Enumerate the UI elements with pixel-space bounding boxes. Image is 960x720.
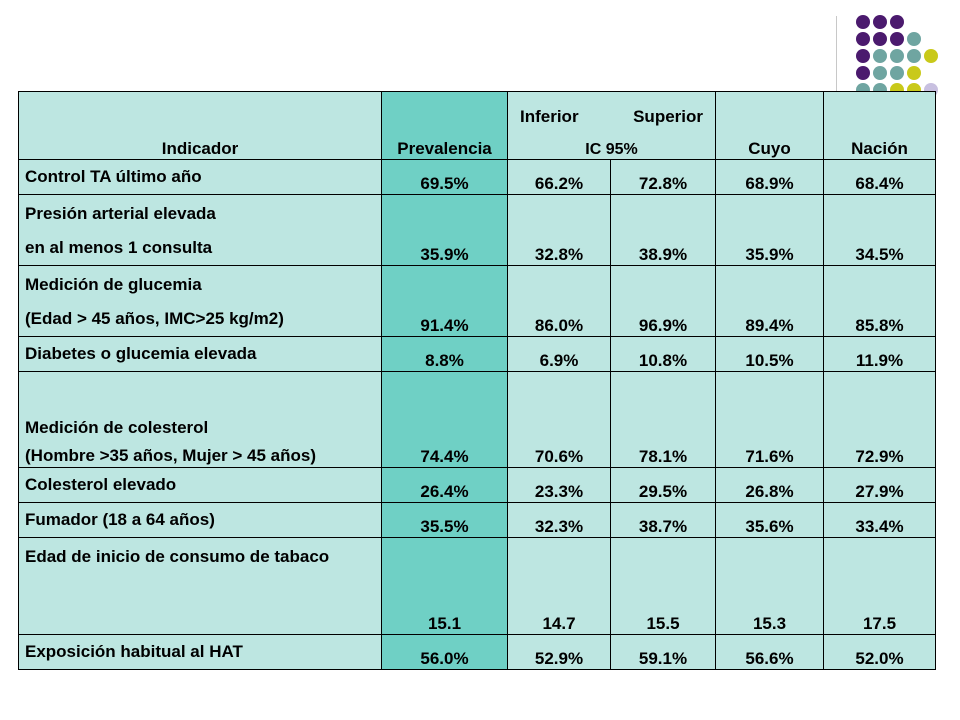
cell-nacion: 52.0% <box>823 634 936 670</box>
header-nacion: Nación <box>823 91 936 160</box>
cell-inferior: 70.6% <box>507 371 611 468</box>
cell-cuyo: 68.9% <box>715 159 824 195</box>
decor-dot <box>907 66 921 80</box>
table-row: Colesterol elevado 26.4% 23.3% 29.5% 26.… <box>18 467 936 503</box>
cell-superior: 72.8% <box>610 159 716 195</box>
cell-cuyo: 89.4% <box>715 265 824 337</box>
cell-superior: 29.5% <box>610 467 716 503</box>
decor-dot <box>907 32 921 46</box>
table-row: Medición de glucemia (Edad > 45 años, IM… <box>18 265 936 337</box>
cell-superior: 38.9% <box>610 194 716 266</box>
decor-dot <box>890 66 904 80</box>
row-label: Presión arterial elevada en al menos 1 c… <box>18 194 382 266</box>
cell-cuyo: 15.3 <box>715 537 824 635</box>
cell-nacion: 34.5% <box>823 194 936 266</box>
decor-dot <box>856 49 870 63</box>
row-label-text: Edad de inicio de consumo de tabaco <box>25 547 330 566</box>
header-superior: Superior <box>633 107 703 126</box>
cell-nacion: 33.4% <box>823 502 936 538</box>
table-header-row: Indicador Prevalencia Inferior Superior … <box>18 91 936 160</box>
decor-dot <box>873 32 887 46</box>
header-ic-label: IC 95% <box>585 141 638 158</box>
cell-cuyo: 26.8% <box>715 467 824 503</box>
cell-inferior: 32.3% <box>507 502 611 538</box>
cell-superior: 59.1% <box>610 634 716 670</box>
row-label-line2: (Edad > 45 años, IMC>25 kg/m2) <box>25 309 284 328</box>
table-row: Medición de colesterol (Hombre >35 años,… <box>18 371 936 468</box>
cell-cuyo: 35.6% <box>715 502 824 538</box>
cell-nacion: 17.5 <box>823 537 936 635</box>
decor-dot <box>907 49 921 63</box>
decor-dot <box>873 66 887 80</box>
cell-nacion: 27.9% <box>823 467 936 503</box>
table-row: Control TA último año 69.5% 66.2% 72.8% … <box>18 159 936 195</box>
decor-dot <box>890 32 904 46</box>
cell-prevalencia: 8.8% <box>381 336 508 372</box>
decor-dot <box>873 15 887 29</box>
row-label: Medición de colesterol (Hombre >35 años,… <box>18 371 382 468</box>
cell-inferior: 6.9% <box>507 336 611 372</box>
cell-nacion: 11.9% <box>823 336 936 372</box>
cell-inferior: 32.8% <box>507 194 611 266</box>
cell-nacion: 72.9% <box>823 371 936 468</box>
cell-cuyo: 35.9% <box>715 194 824 266</box>
cell-prevalencia: 35.9% <box>381 194 508 266</box>
row-label: Diabetes o glucemia elevada <box>18 336 382 372</box>
row-label: Exposición habitual al HAT <box>18 634 382 670</box>
row-label-line1: Medición de glucemia <box>25 275 202 294</box>
row-label: Medición de glucemia (Edad > 45 años, IM… <box>18 265 382 337</box>
decor-dot <box>873 49 887 63</box>
cell-superior: 38.7% <box>610 502 716 538</box>
header-indicador: Indicador <box>18 91 382 160</box>
row-label-line2: (Hombre >35 años, Mujer > 45 años) <box>25 446 316 465</box>
cell-superior: 15.5 <box>610 537 716 635</box>
cell-prevalencia: 69.5% <box>381 159 508 195</box>
cell-superior: 78.1% <box>610 371 716 468</box>
cell-prevalencia: 15.1 <box>381 537 508 635</box>
cell-prevalencia: 74.4% <box>381 371 508 468</box>
row-label-line1: Presión arterial elevada <box>25 204 216 223</box>
cell-cuyo: 71.6% <box>715 371 824 468</box>
cell-cuyo: 56.6% <box>715 634 824 670</box>
decor-dot <box>890 49 904 63</box>
decor-dot <box>890 15 904 29</box>
cell-superior: 10.8% <box>610 336 716 372</box>
table-row: Presión arterial elevada en al menos 1 c… <box>18 194 936 266</box>
cell-nacion: 68.4% <box>823 159 936 195</box>
cell-cuyo: 10.5% <box>715 336 824 372</box>
cell-inferior: 66.2% <box>507 159 611 195</box>
header-inferior: Inferior <box>520 107 579 126</box>
row-label-line2: en al menos 1 consulta <box>25 238 213 257</box>
row-label: Colesterol elevado <box>18 467 382 503</box>
decor-dot <box>856 66 870 80</box>
table-row: Fumador (18 a 64 años) 35.5% 32.3% 38.7%… <box>18 502 936 538</box>
decor-dot <box>924 49 938 63</box>
cell-inferior: 23.3% <box>507 467 611 503</box>
table-row: Edad de inicio de consumo de tabaco 15.1… <box>18 537 936 635</box>
cell-superior: 96.9% <box>610 265 716 337</box>
header-cuyo: Cuyo <box>715 91 824 160</box>
cell-inferior: 86.0% <box>507 265 611 337</box>
row-label-line1: Medición de colesterol <box>25 418 209 437</box>
decorative-dot-pattern <box>0 0 960 100</box>
cell-prevalencia: 91.4% <box>381 265 508 337</box>
table-row: Exposición habitual al HAT 56.0% 52.9% 5… <box>18 634 936 670</box>
table-row: Diabetes o glucemia elevada 8.8% 6.9% 10… <box>18 336 936 372</box>
row-label: Fumador (18 a 64 años) <box>18 502 382 538</box>
cell-prevalencia: 26.4% <box>381 467 508 503</box>
cell-prevalencia: 35.5% <box>381 502 508 538</box>
cell-inferior: 14.7 <box>507 537 611 635</box>
header-prevalencia: Prevalencia <box>381 91 508 160</box>
row-label: Control TA último año <box>18 159 382 195</box>
cell-nacion: 85.8% <box>823 265 936 337</box>
header-ic95: Inferior Superior IC 95% <box>507 91 716 160</box>
cell-prevalencia: 56.0% <box>381 634 508 670</box>
row-label: Edad de inicio de consumo de tabaco <box>18 537 382 635</box>
decorative-divider-line <box>836 16 837 126</box>
decor-dot <box>856 32 870 46</box>
decor-dot <box>856 15 870 29</box>
cell-inferior: 52.9% <box>507 634 611 670</box>
indicators-table: Indicador Prevalencia Inferior Superior … <box>18 91 936 670</box>
